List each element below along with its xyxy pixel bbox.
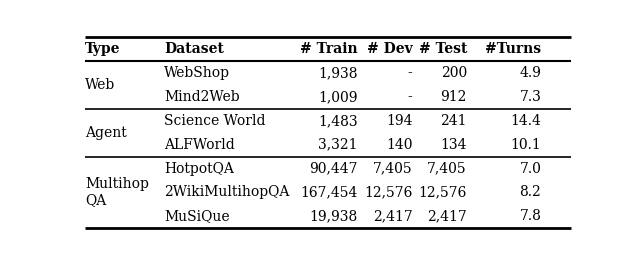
Text: Web: Web <box>85 78 115 92</box>
Text: 19,938: 19,938 <box>310 209 358 223</box>
Text: Science World: Science World <box>164 114 266 128</box>
Text: 140: 140 <box>386 138 412 152</box>
Text: 167,454: 167,454 <box>300 186 358 199</box>
Text: # Dev: # Dev <box>367 42 412 56</box>
Text: 14.4: 14.4 <box>511 114 541 128</box>
Text: 912: 912 <box>440 90 467 104</box>
Text: HotpotQA: HotpotQA <box>164 162 234 176</box>
Text: 7.0: 7.0 <box>520 162 541 176</box>
Text: 2,417: 2,417 <box>372 209 412 223</box>
Text: #Turns: #Turns <box>485 42 541 56</box>
Text: WebShop: WebShop <box>164 66 230 80</box>
Text: 200: 200 <box>440 66 467 80</box>
Text: 12,576: 12,576 <box>364 186 412 199</box>
Text: 7.8: 7.8 <box>520 209 541 223</box>
Text: Dataset: Dataset <box>164 42 224 56</box>
Text: 194: 194 <box>386 114 412 128</box>
Text: 2WikiMultihopQA: 2WikiMultihopQA <box>164 186 290 199</box>
Text: 7.3: 7.3 <box>520 90 541 104</box>
Text: 12,576: 12,576 <box>419 186 467 199</box>
Text: MuSiQue: MuSiQue <box>164 209 230 223</box>
Text: 2,417: 2,417 <box>427 209 467 223</box>
Text: -: - <box>408 66 412 80</box>
Text: -: - <box>408 90 412 104</box>
Text: # Train: # Train <box>300 42 358 56</box>
Text: 241: 241 <box>440 114 467 128</box>
Text: 1,009: 1,009 <box>318 90 358 104</box>
Text: Multihop
QA: Multihop QA <box>85 177 149 207</box>
Text: 134: 134 <box>440 138 467 152</box>
Text: 1,938: 1,938 <box>318 66 358 80</box>
Text: Agent: Agent <box>85 126 127 140</box>
Text: 3,321: 3,321 <box>318 138 358 152</box>
Text: # Test: # Test <box>419 42 467 56</box>
Text: 1,483: 1,483 <box>318 114 358 128</box>
Text: 7,405: 7,405 <box>428 162 467 176</box>
Text: 90,447: 90,447 <box>309 162 358 176</box>
Text: ALFWorld: ALFWorld <box>164 138 235 152</box>
Text: 7,405: 7,405 <box>372 162 412 176</box>
Text: 8.2: 8.2 <box>520 186 541 199</box>
Text: Type: Type <box>85 42 120 56</box>
Text: 10.1: 10.1 <box>511 138 541 152</box>
Text: Mind2Web: Mind2Web <box>164 90 240 104</box>
Text: 4.9: 4.9 <box>520 66 541 80</box>
